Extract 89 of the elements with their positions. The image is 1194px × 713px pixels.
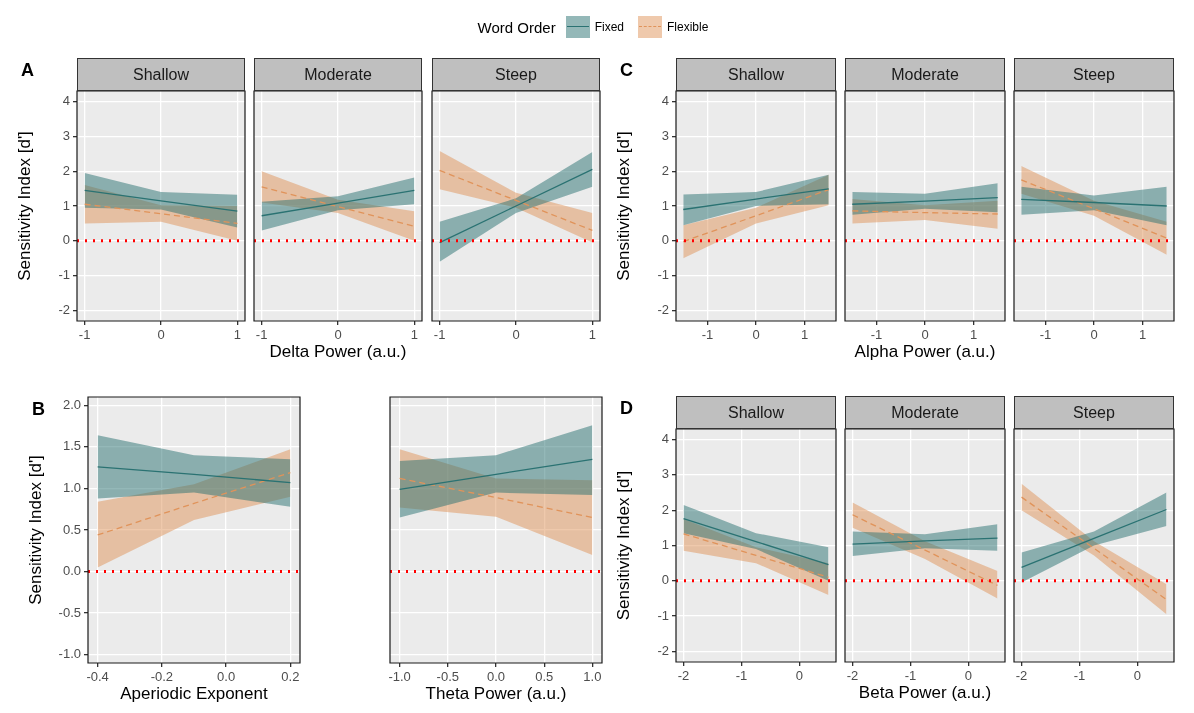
y-tick-label: 2.0	[62, 396, 81, 412]
x-tick-label: -0.4	[86, 669, 109, 685]
x-tick-label: 1	[233, 327, 241, 343]
x-tick-label: -1	[78, 327, 91, 343]
x-tick-label: 0.5	[535, 669, 554, 685]
x-tick-label: 1	[1138, 327, 1147, 343]
y-tick-label: -0.5	[58, 604, 81, 620]
y-tick-label: 4	[661, 93, 669, 109]
x-axis-title: Aperiodic Exponent	[120, 684, 268, 704]
y-tick-label: 2	[62, 162, 70, 178]
y-tick-label: 0.0	[62, 563, 81, 579]
chart-title: Moderate	[845, 396, 1005, 429]
legend-label: Flexible	[667, 20, 709, 34]
chart-title: Moderate	[254, 58, 422, 91]
x-tick-label: -2	[846, 668, 859, 684]
y-tick-label: 3	[62, 127, 70, 143]
x-tick-label: -2	[677, 668, 690, 684]
chart-title: Shallow	[676, 396, 836, 429]
text: C	[620, 60, 633, 81]
x-tick-label: -1	[701, 327, 714, 343]
x-tick-label: 1	[969, 327, 978, 343]
y-tick-label: 3	[661, 127, 669, 143]
y-tick-label: 0	[661, 572, 669, 588]
x-tick-label: 0	[1090, 327, 1098, 343]
chart-title: Steep	[1014, 58, 1174, 91]
x-tick-label: 0.0	[217, 669, 236, 685]
x-tick-label: 1	[588, 327, 596, 343]
y-axis-title: Sensitivity Index [d']	[613, 131, 633, 281]
x-tick-label: -1	[735, 668, 748, 684]
y-tick-label: -1	[58, 267, 70, 283]
x-tick-label: 0	[157, 327, 165, 343]
x-tick-label: 0	[334, 327, 342, 343]
x-tick-label: -0.2	[150, 669, 174, 685]
y-tick-label: 4	[661, 431, 669, 447]
y-tick-label: 1	[661, 197, 669, 213]
x-tick-label: -1.0	[388, 669, 411, 685]
x-tick-label: -1	[1073, 668, 1086, 684]
y-tick-label: 2	[661, 501, 669, 517]
x-axis-title: Alpha Power (a.u.)	[854, 342, 996, 362]
x-axis-title: Delta Power (a.u.)	[269, 342, 407, 362]
y-axis-title: Sensitivity Index [d']	[25, 455, 45, 605]
text: D	[620, 398, 633, 419]
x-tick-label: -1	[904, 668, 917, 684]
y-tick-label: -2	[657, 642, 669, 658]
y-tick-label: -1.0	[58, 646, 81, 662]
x-tick-label: 0.0	[486, 669, 506, 685]
x-tick-label: 0.2	[281, 669, 300, 685]
x-tick-label: -1	[870, 327, 883, 343]
y-tick-label: 1	[661, 537, 669, 553]
x-tick-label: 1.0	[583, 669, 602, 685]
x-tick-label: 1	[800, 327, 809, 343]
y-tick-label: 1	[62, 197, 70, 213]
x-tick-label: -0.5	[436, 669, 460, 685]
x-tick-label: -2	[1015, 668, 1028, 684]
x-tick-label: 0	[921, 327, 929, 343]
y-tick-label: 0	[661, 232, 669, 248]
x-tick-label: -1	[255, 327, 268, 343]
x-tick-label: 0	[964, 668, 973, 684]
text: A	[21, 60, 34, 81]
legend-title: Word Order	[477, 18, 556, 36]
y-tick-label: -1	[657, 267, 669, 283]
x-tick-label: -1	[1039, 327, 1052, 343]
x-tick-label: 0	[1133, 668, 1142, 684]
y-tick-label: 4	[62, 93, 70, 109]
y-tick-label: -1	[657, 607, 669, 623]
chart-title: Shallow	[77, 58, 245, 91]
x-tick-label: 1	[410, 327, 418, 343]
y-tick-label: -2	[58, 302, 70, 318]
y-tick-label: -2	[657, 302, 669, 318]
x-tick-label: 0	[752, 327, 760, 343]
x-tick-label: 0	[512, 327, 520, 343]
chart-title: Steep	[1014, 396, 1174, 429]
x-tick-label: 0	[795, 668, 804, 684]
x-tick-label: -1	[433, 327, 446, 343]
chart-title: Moderate	[845, 58, 1005, 91]
y-axis-title: Sensitivity Index [d']	[14, 131, 34, 281]
y-axis-title: Sensitivity Index [d']	[613, 470, 633, 621]
y-tick-label: 0.5	[62, 521, 81, 537]
y-tick-label: 1.0	[62, 480, 81, 496]
x-axis-title: Beta Power (a.u.)	[858, 683, 992, 703]
chart-title: Shallow	[676, 58, 836, 91]
y-tick-label: 2	[661, 162, 669, 178]
x-axis-title: Theta Power (a.u.)	[425, 684, 567, 704]
legend-label: Fixed	[594, 20, 625, 34]
text: B	[32, 399, 45, 420]
chart-title: Steep	[432, 58, 600, 91]
y-tick-label: 0	[62, 232, 70, 248]
y-tick-label: 3	[661, 466, 669, 482]
y-tick-label: 1.5	[62, 438, 81, 454]
